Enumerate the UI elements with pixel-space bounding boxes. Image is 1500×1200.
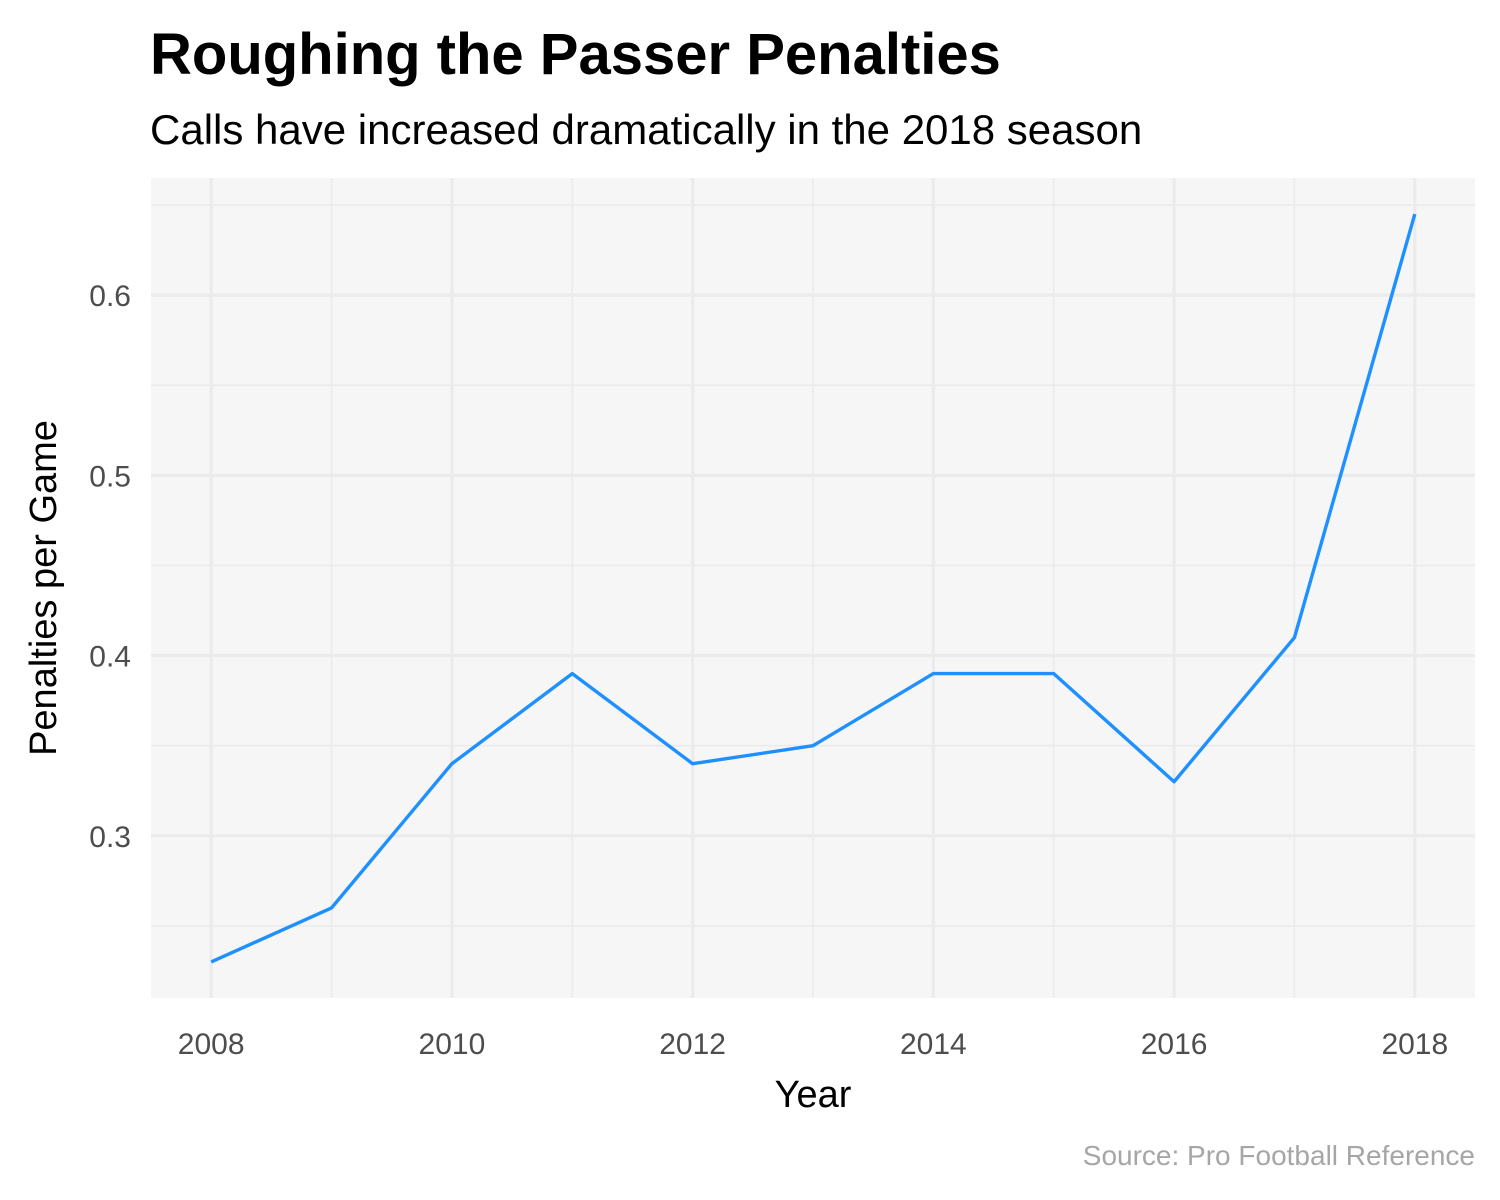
source-caption: Source: Pro Football Reference — [1083, 1140, 1475, 1171]
y-tick-label: 0.6 — [89, 280, 131, 313]
y-tick-label: 0.4 — [89, 641, 131, 674]
x-tick-label: 2008 — [178, 1028, 245, 1061]
y-tick-label: 0.3 — [89, 821, 131, 854]
x-tick-labels: 2008 2010 2012 2014 2016 2018 — [178, 1028, 1448, 1061]
x-tick-label: 2016 — [1141, 1028, 1208, 1061]
y-axis-title: Penalties per Game — [23, 420, 65, 756]
grid-minor — [151, 178, 1475, 998]
x-tick-label: 2014 — [900, 1028, 967, 1061]
series-layer — [210, 213, 1417, 964]
chart-title: Roughing the Passer Penalties — [150, 22, 1001, 87]
y-tick-labels: 0.3 0.4 0.5 0.6 — [89, 280, 131, 854]
grid-major — [151, 178, 1475, 998]
x-tick-label: 2012 — [659, 1028, 726, 1061]
y-tick-label: 0.5 — [89, 460, 131, 493]
series-line-0 — [210, 213, 1417, 964]
chart-subtitle: Calls have increased dramatically in the… — [150, 106, 1142, 153]
x-tick-label: 2018 — [1381, 1028, 1448, 1061]
x-tick-label: 2010 — [419, 1028, 486, 1061]
x-axis-title: Year — [775, 1074, 852, 1116]
